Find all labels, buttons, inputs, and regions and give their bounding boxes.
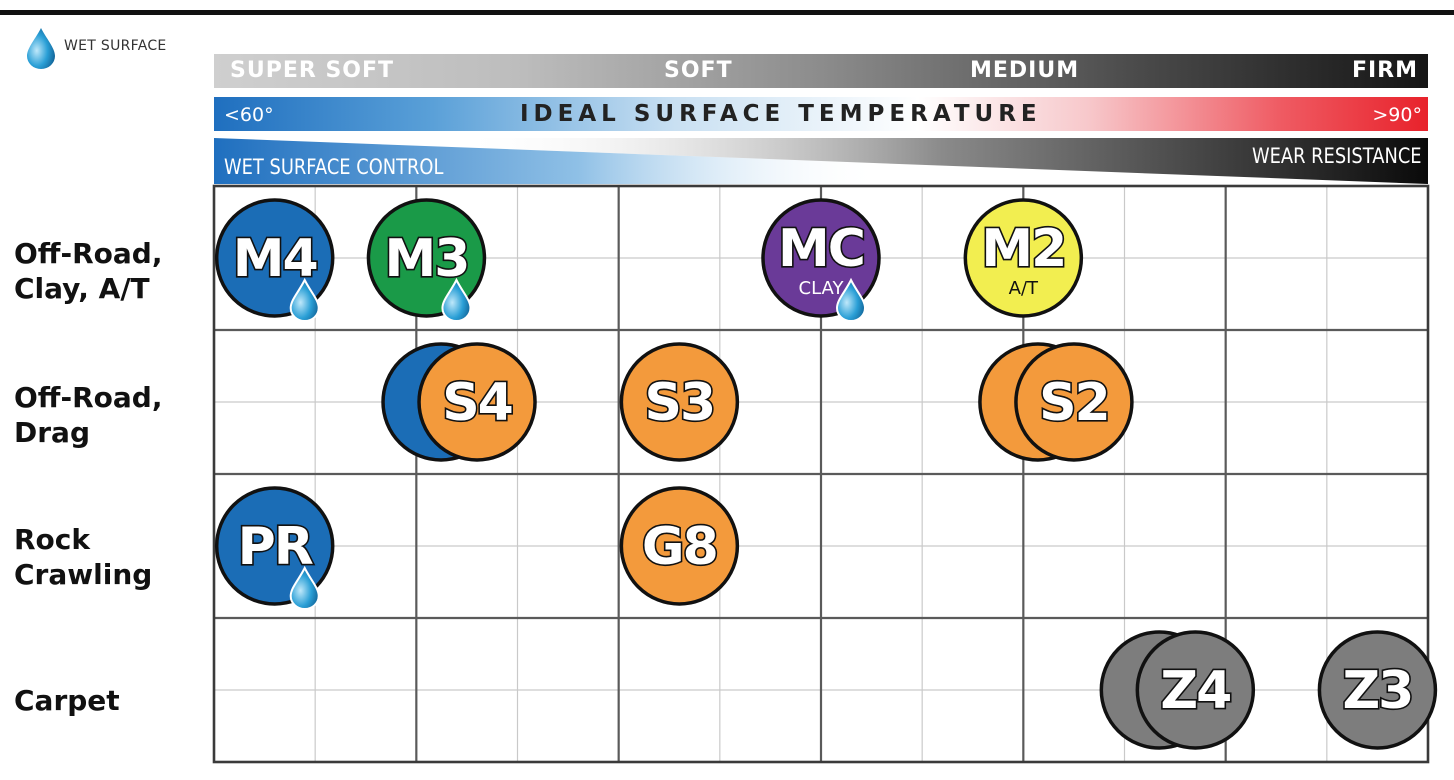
row-label-off-road-clay: Off-Road, Clay, A/T: [14, 237, 163, 305]
compound-g8: G8: [619, 486, 740, 606]
compound-pr: PR: [214, 486, 335, 610]
firmness-soft: SOFT: [664, 58, 733, 83]
water-drop-icon: [27, 28, 55, 69]
compound-z3: Z3: [1317, 630, 1438, 750]
row-label-off-road-drag: Off-Road, Drag: [14, 381, 163, 449]
firmness-medium: MEDIUM: [970, 58, 1080, 83]
compound-s4-circle: [417, 342, 537, 462]
wet-surface-control-label: WET SURFACE CONTROL: [224, 155, 444, 179]
temperature-scale-bar: <60° IDEAL SURFACE TEMPERATURE >90°: [214, 97, 1428, 131]
compound-z3-circle: [1317, 630, 1438, 750]
temperature-title: IDEAL SURFACE TEMPERATURE: [520, 101, 1042, 127]
firmness-super-soft: SUPER SOFT: [230, 58, 395, 83]
compound-m2-code: M2: [981, 219, 1065, 279]
compound-mc-code: MC: [778, 219, 864, 279]
wet-wear-scale-bar: WET SURFACE CONTROL WEAR RESISTANCE: [214, 138, 1428, 184]
compound-s2: S2: [978, 342, 1134, 462]
compound-s2-code: S2: [1039, 373, 1109, 433]
top-rule: [0, 10, 1454, 15]
water-drop-icon: [289, 565, 320, 610]
compound-m2-sub: A/T: [1009, 278, 1039, 299]
temperature-high: >90°: [1372, 104, 1422, 126]
compound-z4: Z4: [1099, 630, 1256, 750]
compound-m4: M4: [214, 198, 335, 322]
legend-label: WET SURFACE: [64, 38, 167, 54]
firmness-scale-bar: SUPER SOFT SOFT MEDIUM FIRM: [214, 54, 1428, 88]
row-label-carpet: Carpet: [14, 684, 120, 717]
compound-g8-circle: [619, 486, 740, 606]
compound-m3: M3: [366, 198, 487, 322]
compound-s2-circle: [1014, 342, 1134, 462]
compound-s3: S3: [619, 342, 740, 462]
compound-m2-circle: [963, 198, 1084, 318]
compound-pr-code: PR: [238, 517, 313, 577]
firmness-firm: FIRM: [1351, 58, 1418, 83]
compound-s4-code: S4: [442, 373, 512, 433]
compound-g8-code: G8: [642, 517, 717, 577]
compound-z3-code: Z3: [1342, 661, 1412, 721]
temperature-low: <60°: [224, 104, 274, 126]
compound-s3-circle: [619, 342, 740, 462]
compound-mc-sub: CLAY: [799, 278, 845, 299]
compound-z4-circle: [1135, 630, 1256, 750]
compound-m2: M2A/T: [963, 198, 1084, 318]
water-drop-icon: [289, 277, 320, 322]
compound-s4: S4: [381, 342, 537, 462]
compound-s3-code: S3: [645, 373, 715, 433]
wear-resistance-label: WEAR RESISTANCE: [1252, 144, 1422, 168]
water-drop-icon: [835, 277, 867, 322]
water-drop-icon: [441, 277, 472, 322]
compound-z4-code: Z4: [1160, 661, 1230, 721]
row-label-rock-crawling: Rock Crawling: [14, 523, 153, 591]
